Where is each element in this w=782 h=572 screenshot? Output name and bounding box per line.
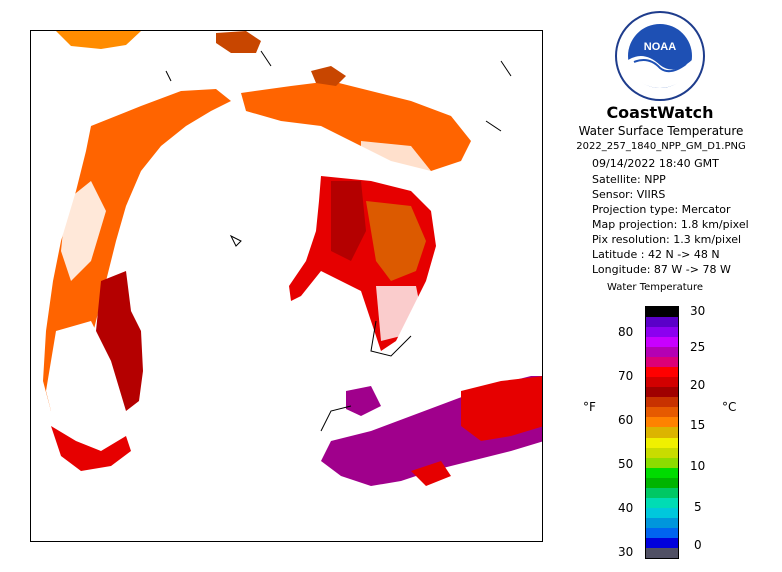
- color-band: [646, 307, 678, 318]
- f-tick-50: 50: [618, 457, 634, 471]
- c-tick-30: 30: [690, 304, 706, 318]
- c-tick-5: 5: [694, 500, 702, 514]
- longitude-range: Longitude: 87 W -> 78 W: [592, 263, 731, 276]
- latitude-range: Latitude : 42 N -> 48 N: [592, 248, 720, 261]
- map-image: [43, 31, 542, 486]
- color-band: [646, 337, 678, 348]
- legend-title: Water Temperature: [606, 282, 704, 293]
- color-band: [646, 447, 678, 459]
- color-band: [646, 467, 678, 479]
- color-band: [646, 367, 678, 378]
- color-band: [646, 347, 678, 358]
- color-band: [646, 357, 678, 368]
- projection-type: Projection type: Mercator: [592, 203, 731, 216]
- f-tick-30: 30: [618, 545, 634, 559]
- image-filename: 2022_257_1840_NPP_GM_D1.PNG: [576, 141, 746, 152]
- satellite: Satellite: NPP: [592, 173, 666, 186]
- map-projection: Map projection: 1.8 km/pixel: [592, 218, 749, 231]
- unit-celsius: °C: [722, 400, 737, 414]
- sst-map: [30, 30, 543, 542]
- color-band: [646, 407, 678, 418]
- lake-superior-fragment: [56, 31, 141, 49]
- color-band: [646, 477, 678, 489]
- f-tick-60: 60: [618, 413, 634, 427]
- color-band: [646, 437, 678, 449]
- color-band: [646, 517, 678, 529]
- datetime: 09/14/2022 18:40 GMT: [592, 157, 719, 170]
- pix-resolution: Pix resolution: 1.3 km/pixel: [592, 233, 742, 246]
- color-band: [646, 377, 678, 388]
- lake-huron-north: [241, 81, 471, 171]
- color-band: [646, 387, 678, 398]
- noaa-logo: NOAA: [615, 11, 705, 101]
- f-tick-70: 70: [618, 369, 634, 383]
- color-scale: [645, 306, 679, 559]
- c-tick-0: 0: [694, 538, 702, 552]
- lake-st-clair: [346, 386, 381, 416]
- color-band: [646, 537, 678, 549]
- app-title: CoastWatch: [606, 103, 714, 122]
- color-band: [646, 547, 678, 559]
- color-band: [646, 497, 678, 509]
- color-band: [646, 427, 678, 438]
- color-band: [646, 317, 678, 328]
- f-tick-80: 80: [618, 325, 634, 339]
- color-band: [646, 527, 678, 539]
- color-band: [646, 457, 678, 469]
- c-tick-20: 20: [690, 378, 706, 392]
- color-band: [646, 327, 678, 338]
- unit-fahrenheit: °F: [583, 400, 596, 414]
- c-tick-15: 15: [690, 418, 706, 432]
- f-tick-40: 40: [618, 501, 634, 515]
- svg-text:NOAA: NOAA: [644, 41, 676, 53]
- color-band: [646, 417, 678, 428]
- color-band: [646, 487, 678, 499]
- color-band: [646, 507, 678, 519]
- c-tick-25: 25: [690, 340, 706, 354]
- c-tick-10: 10: [690, 459, 706, 473]
- product-subtitle: Water Surface Temperature: [578, 124, 744, 138]
- color-band: [646, 397, 678, 408]
- sensor: Sensor: VIIRS: [592, 188, 666, 201]
